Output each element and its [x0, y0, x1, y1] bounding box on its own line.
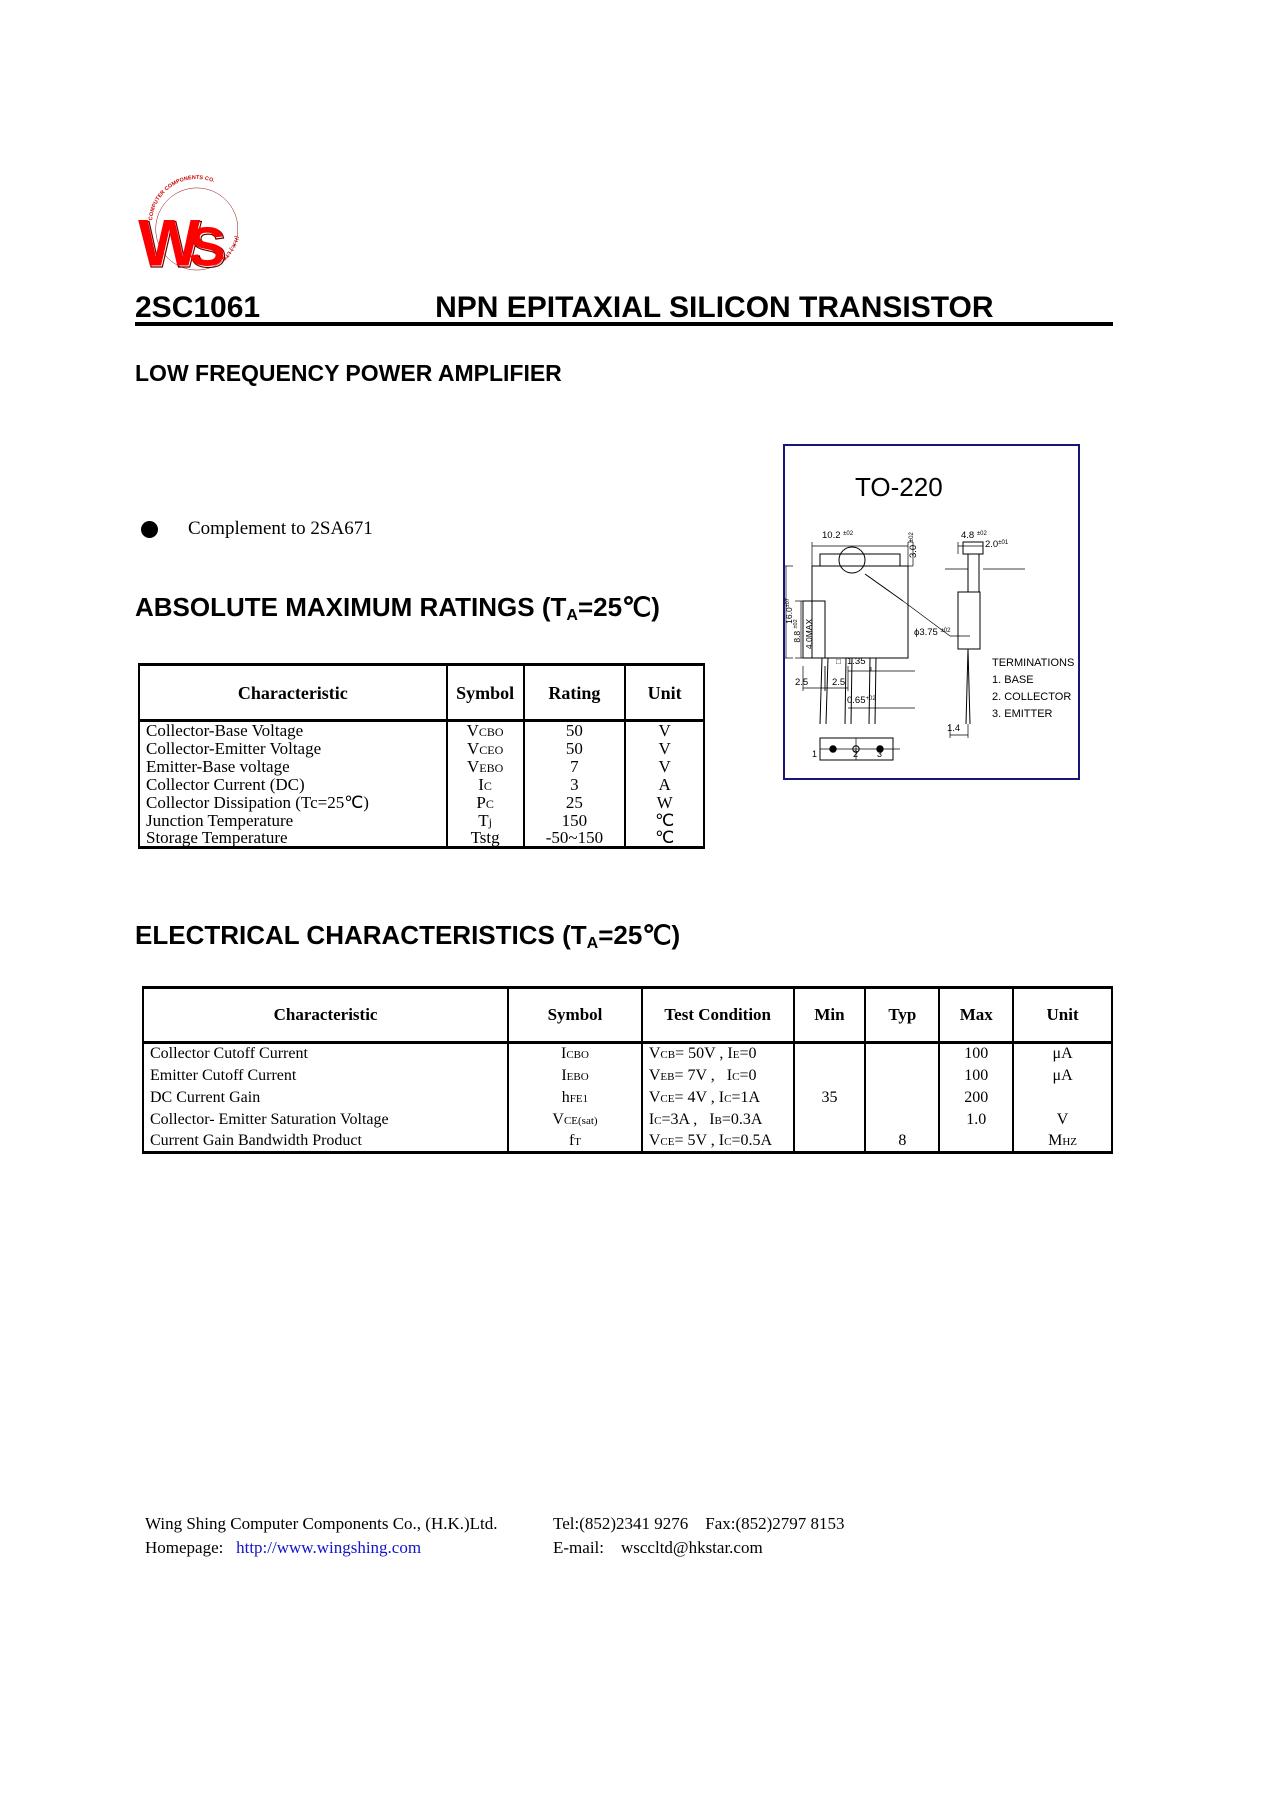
- svg-text:1.35: 1.35: [847, 656, 866, 667]
- svg-text:4.8 ±02: 4.8 ±02: [961, 530, 987, 541]
- svg-text:10.2 ±02: 10.2 ±02: [822, 530, 854, 541]
- svg-text:2.5: 2.5: [832, 677, 845, 688]
- svg-text:S: S: [189, 216, 226, 278]
- svg-text:2: 2: [853, 749, 858, 759]
- svg-text:3: 3: [877, 749, 882, 759]
- svg-text:2.5: 2.5: [795, 677, 808, 688]
- svg-text:TERMINATIONS: TERMINATIONS: [992, 657, 1074, 669]
- svg-text:2.0±01: 2.0±01: [985, 539, 1009, 550]
- svg-text:3.0 ±02: 3.0 ±02: [908, 532, 919, 558]
- svg-text:□: □: [836, 657, 841, 666]
- svg-text:8.8 ±02: 8.8 ±02: [792, 619, 802, 642]
- svg-text:ϕ3.75 ±02: ϕ3.75 ±02: [914, 627, 951, 638]
- svg-text:3. EMITTER: 3. EMITTER: [992, 708, 1053, 720]
- svg-text:TO-220: TO-220: [855, 472, 943, 502]
- svg-text:0.65+02: 0.65+02: [847, 695, 876, 706]
- svg-text:1. BASE: 1. BASE: [992, 674, 1034, 686]
- svg-text:2. COLLECTOR: 2. COLLECTOR: [992, 691, 1071, 703]
- svg-text:4.0MAX: 4.0MAX: [804, 619, 814, 650]
- svg-text:1.4: 1.4: [947, 723, 960, 734]
- svg-text:1: 1: [812, 749, 817, 759]
